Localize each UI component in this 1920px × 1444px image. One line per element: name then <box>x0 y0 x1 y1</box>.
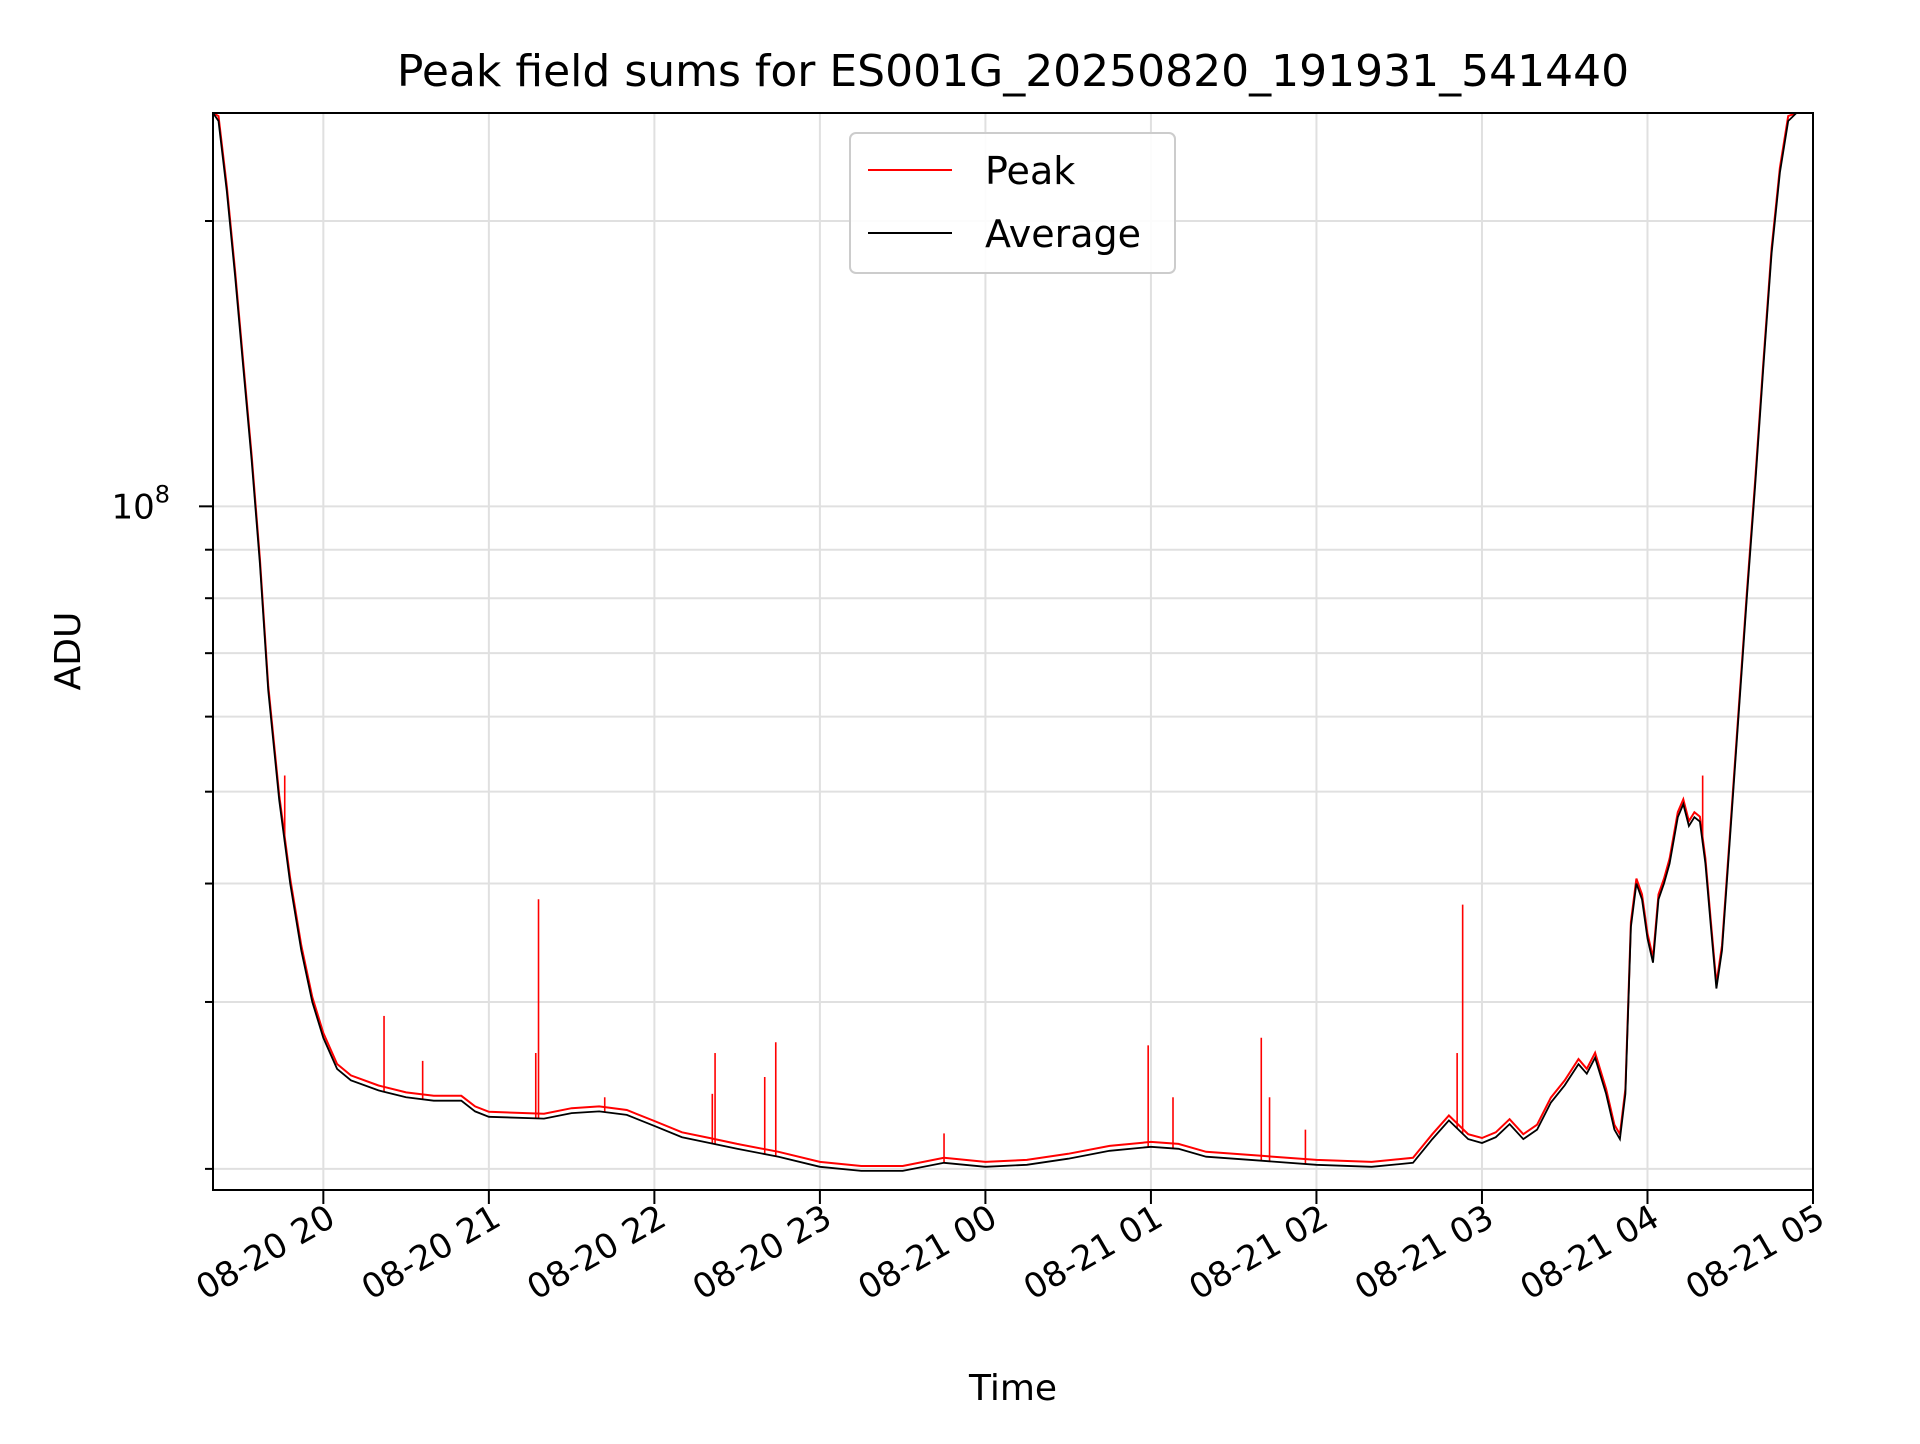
x-tick-label: 08-21 02 <box>1183 1197 1335 1308</box>
x-tick-label: 08-21 05 <box>1679 1197 1831 1308</box>
legend-label-average: Average <box>985 212 1141 256</box>
chart-title: Peak field sums for ES001G_20250820_1919… <box>397 46 1629 97</box>
x-tick-label: 08-21 01 <box>1017 1197 1169 1308</box>
x-tick-label: 08-21 00 <box>852 1197 1004 1308</box>
plot-frame <box>212 112 1814 1191</box>
x-axis-label: Time <box>968 1368 1057 1409</box>
x-tick-label: 08-20 22 <box>520 1197 672 1308</box>
x-axis: 08-20 20 08-20 21 08-20 22 08-20 23 08-21 00… <box>189 1190 1832 1308</box>
x-tick-label: 08-20 23 <box>686 1197 838 1308</box>
series-peak-line <box>212 112 1813 1167</box>
y-axis: 108 <box>111 220 213 1170</box>
legend-label-peak: Peak <box>985 149 1075 193</box>
x-tick-label: 08-21 04 <box>1514 1197 1666 1308</box>
legend-box <box>849 132 1176 274</box>
legend: Peak Average <box>849 132 1176 274</box>
y-axis-label: ADU <box>48 612 89 691</box>
y-tick-label: 108 <box>111 480 170 527</box>
x-tick-label: 08-20 20 <box>189 1197 341 1308</box>
x-tick-label: 08-20 21 <box>355 1197 507 1308</box>
grid-lines <box>213 113 1813 1190</box>
x-tick-label: 08-21 03 <box>1348 1197 1500 1308</box>
series-average-line <box>212 112 1813 1172</box>
series-layer <box>212 112 1813 1172</box>
